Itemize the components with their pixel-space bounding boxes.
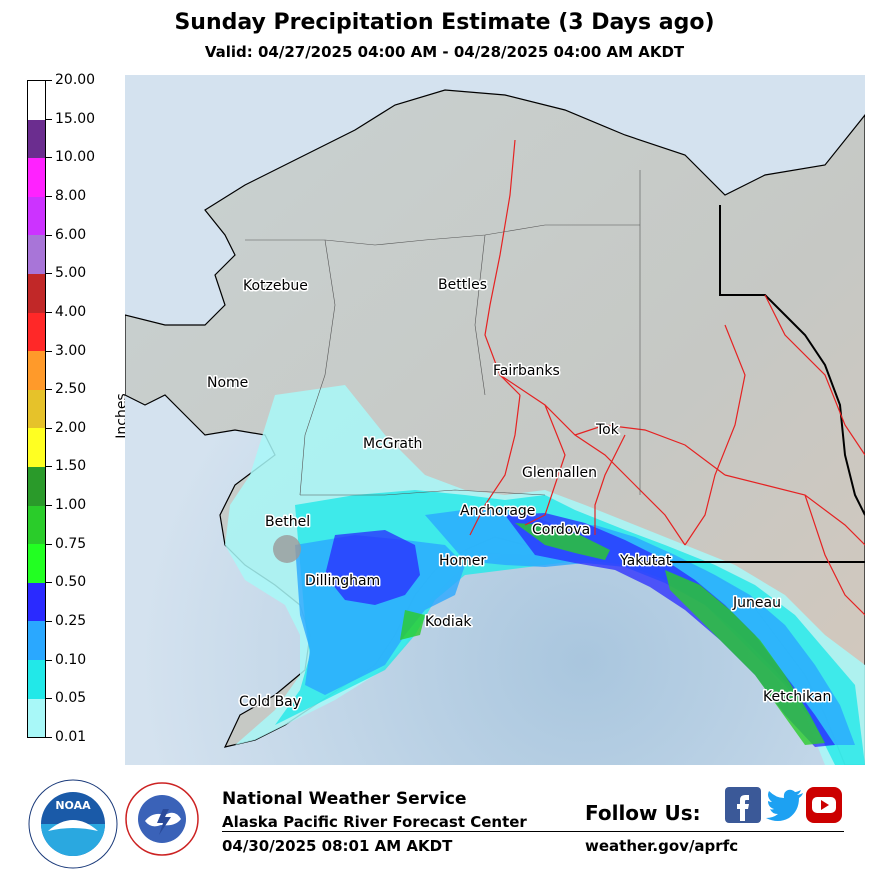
colorbar-tick [46, 582, 52, 584]
colorbar-segment [28, 659, 45, 699]
colorbar-segment [28, 466, 45, 506]
city-label-juneau: Juneau [732, 595, 781, 611]
no-data-patch [273, 535, 301, 563]
colorbar-tick-label: 0.01 [55, 729, 87, 745]
precip-0.50-1.00 [400, 523, 825, 745]
colorbar-tick-label: 10.00 [55, 149, 96, 166]
alaska-precip-map: Kotzebue Bettles Nome Fairbanks McGrath … [125, 75, 865, 765]
city-label-mcgrath: McGrath [363, 436, 422, 452]
map-svg: Kotzebue Bettles Nome Fairbanks McGrath … [125, 75, 865, 765]
colorbar-segment [28, 312, 45, 352]
footer-divider [222, 831, 844, 832]
colorbar-segment [28, 428, 45, 467]
colorbar-tick-label: 0.75 [55, 535, 87, 552]
colorbar-tick-label: 0.50 [55, 574, 87, 591]
noaa-logo[interactable]: NOAA [28, 779, 118, 869]
city-label-kotzebue: Kotzebue [243, 278, 308, 294]
colorbar-segment [28, 621, 45, 660]
colorbar-tick [46, 543, 52, 545]
colorbar-segment [28, 235, 45, 274]
colorbar-tick-label: 1.50 [55, 458, 87, 475]
precipitation-colorbar [27, 80, 46, 738]
colorbar-tick-label: 0.10 [55, 651, 87, 668]
colorbar-tick [46, 157, 52, 159]
city-label-anchorage: Anchorage [460, 503, 535, 519]
colorbar-tick-label: 6.00 [55, 226, 87, 243]
colorbar-tick [46, 195, 52, 197]
twitter-icon[interactable] [765, 787, 803, 823]
colorbar-tick-label: 4.00 [55, 303, 87, 320]
colorbar-segment [28, 119, 45, 159]
precip-0.01-0.05 [225, 385, 865, 765]
colorbar-tick [46, 389, 52, 391]
colorbar-tick-label: 20.00 [55, 72, 96, 88]
colorbar-tick [46, 427, 52, 429]
colorbar-tick-label: 2.00 [55, 419, 87, 436]
city-label-ketchikan: Ketchikan [763, 689, 831, 705]
colorbar-tick [46, 118, 52, 120]
colorbar-segment [28, 351, 45, 390]
colorbar-tick [46, 234, 52, 236]
colorbar-tick-label: 2.50 [55, 381, 87, 398]
colorbar-segment [28, 273, 45, 313]
city-label-bethel: Bethel [265, 514, 310, 530]
colorbar-tick-label: 8.00 [55, 187, 87, 204]
colorbar-tick [46, 698, 52, 700]
colorbar-tick-label: 1.00 [55, 497, 87, 514]
colorbar-segment [28, 544, 45, 583]
facebook-icon[interactable] [725, 787, 761, 823]
chart-title: Sunday Precipitation Estimate (3 Days ag… [174, 10, 715, 35]
precip-0.10-0.25 [295, 507, 855, 745]
city-label-yakutat: Yakutat [619, 553, 672, 569]
nws-logo[interactable] [123, 779, 201, 859]
footer-timestamp: 04/30/2025 08:01 AM AKDT [222, 837, 453, 855]
colorbar-tick [46, 311, 52, 313]
city-label-homer: Homer [439, 553, 486, 569]
colorbar-segment [28, 389, 45, 429]
colorbar-tick-label: 0.25 [55, 613, 87, 630]
colorbar-tick-label: 15.00 [55, 110, 96, 127]
colorbar-segment [28, 582, 45, 622]
canada-border [719, 205, 865, 516]
follow-us-label: Follow Us: [585, 801, 701, 825]
city-label-fairbanks: Fairbanks [493, 363, 560, 379]
colorbar-tick [46, 505, 52, 507]
website-link[interactable]: weather.gov/aprfc [585, 837, 739, 855]
colorbar-segment [28, 505, 45, 545]
city-label-cordova: Cordova [532, 522, 590, 538]
colorbar-tick [46, 273, 52, 275]
colorbar-segment [28, 698, 45, 738]
valid-time-subtitle: Valid: 04/27/2025 04:00 AM - 04/28/2025 … [204, 43, 685, 61]
city-label-dillingham: Dillingham [305, 573, 380, 589]
city-label-bettles: Bettles [438, 277, 487, 293]
org-name: National Weather Service [222, 789, 467, 809]
noaa-logo-text: NOAA [55, 799, 91, 812]
colorbar-tick-label: 0.05 [55, 690, 87, 707]
colorbar-tick [46, 659, 52, 661]
colorbar-segment [28, 196, 45, 236]
colorbar-tick [46, 350, 52, 352]
colorbar-segment [28, 81, 45, 120]
city-label-kodiak: Kodiak [425, 614, 472, 630]
city-label-glennallen: Glennallen [522, 465, 597, 481]
city-label-tok: Tok [595, 422, 620, 438]
office-name: Alaska Pacific River Forecast Center [222, 813, 527, 831]
region-boundaries [245, 170, 641, 496]
road-network [469, 139, 865, 616]
colorbar-tick [46, 621, 52, 623]
colorbar-tick-label: 3.00 [55, 342, 87, 359]
colorbar-tick [46, 466, 52, 468]
colorbar-tick [46, 80, 52, 81]
colorbar-tick-label: 5.00 [55, 265, 87, 282]
colorbar-segment [28, 158, 45, 197]
city-label-cold-bay: Cold Bay [239, 694, 301, 710]
youtube-icon[interactable] [806, 787, 842, 823]
colorbar-tick [46, 737, 52, 738]
city-label-nome: Nome [207, 375, 248, 391]
